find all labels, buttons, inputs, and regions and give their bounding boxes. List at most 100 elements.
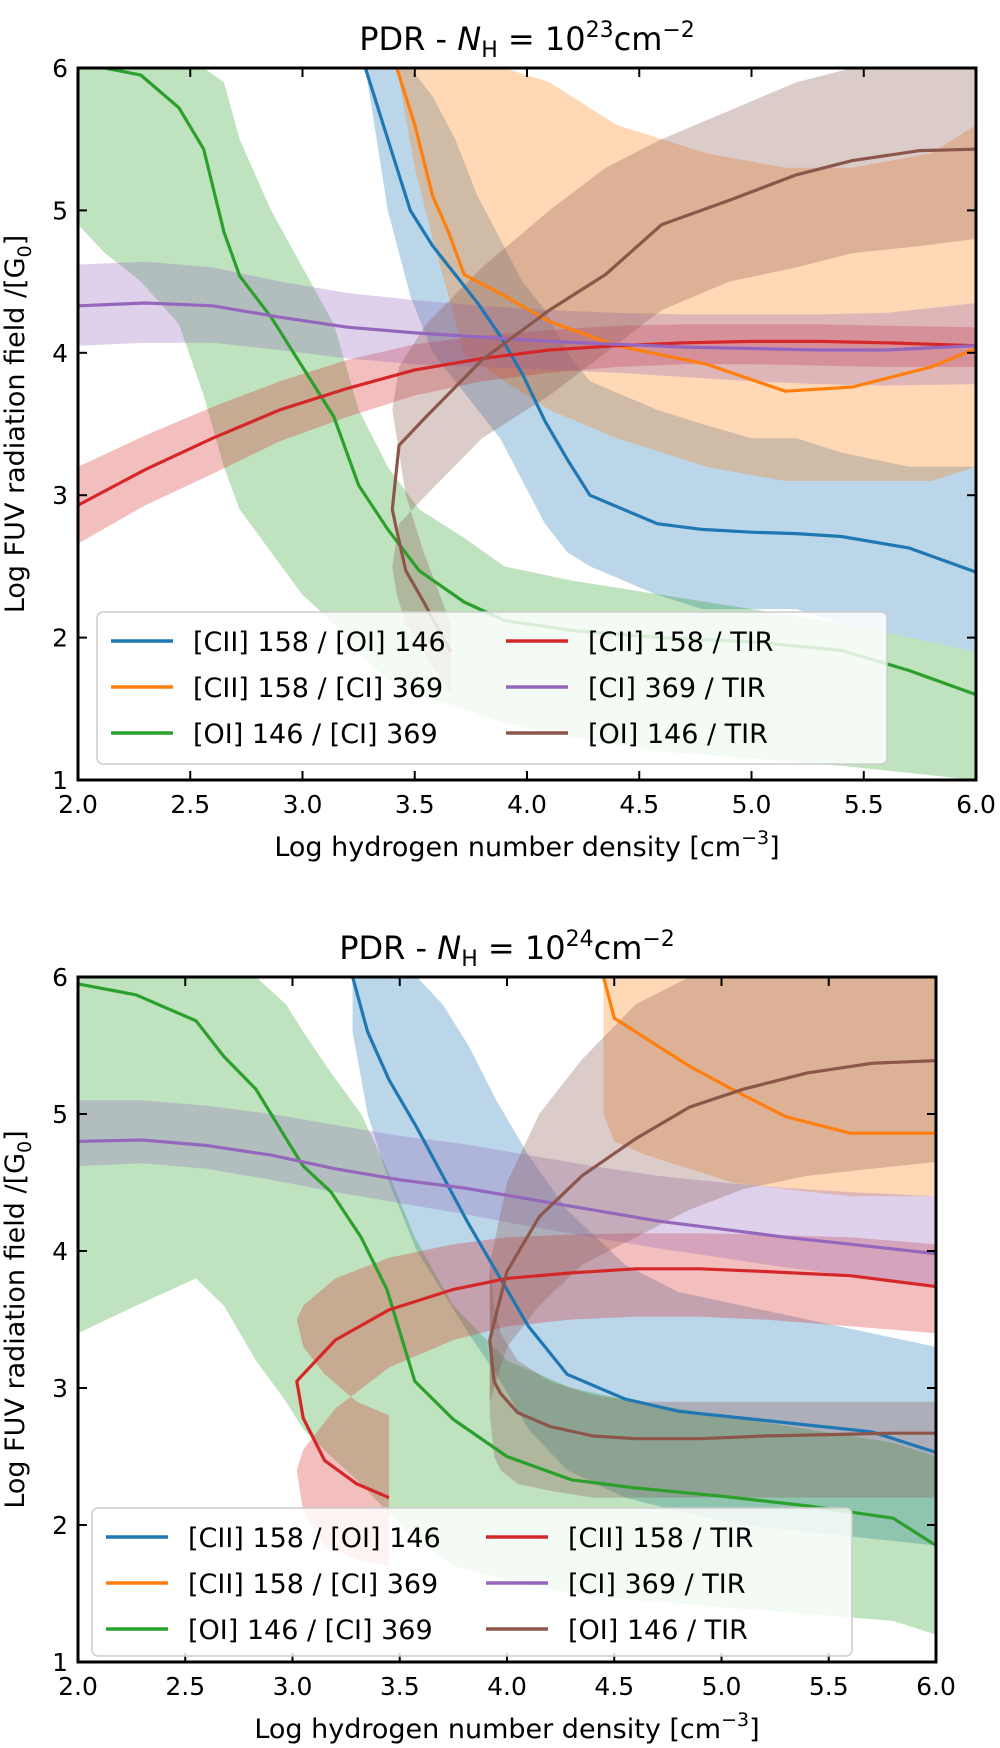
uncertainty-band: [489, 1264, 936, 1498]
y-axis-label-close: ]: [0, 1130, 31, 1141]
series-line: [488, 1059, 936, 1341]
title-exponent: 24: [566, 927, 594, 952]
title-quantity: N: [457, 20, 481, 58]
legend-label: [CII] 158 / [OI] 146: [193, 627, 446, 658]
legend-item: [CII] 158 / TIR: [506, 627, 773, 658]
uncertainty-band: [352, 977, 936, 1546]
legend-label: [CII] 158 / [CI] 369: [188, 1569, 438, 1600]
legend-item: [OI] 146 / TIR: [486, 1615, 748, 1646]
uncertainty-band: [78, 324, 976, 544]
x-tick-label: 2.0: [58, 1672, 98, 1701]
title-quantity-sub: H: [461, 947, 478, 972]
legend-item: [CII] 158 / [OI] 146: [111, 627, 446, 658]
y-axis-label: Log FUV radiation field /[G0]: [0, 1130, 36, 1508]
x-tick-label: 4.5: [594, 1672, 634, 1701]
x-tick-label: 6.0: [956, 790, 996, 819]
legend-item: [CII] 158 / [CI] 369: [111, 673, 443, 704]
uncertainty-band: [396, 68, 976, 481]
x-tick-label: 5.5: [809, 1672, 849, 1701]
title-prefix: PDR -: [339, 929, 437, 967]
legend-label: [OI] 146 / TIR: [568, 1615, 748, 1646]
x-tick-label: 4.5: [619, 790, 659, 819]
x-tick-label: 3.5: [380, 1672, 420, 1701]
y-axis-label-close: ]: [0, 235, 31, 246]
legend-label: [CI] 369 / TIR: [588, 673, 765, 704]
x-axis-label-close: ]: [769, 832, 780, 863]
title-quantity-sub: H: [481, 38, 498, 63]
legend-label: [CII] 158 / [OI] 146: [188, 1523, 441, 1554]
y-tick-label: 1: [52, 1648, 68, 1677]
y-tick-label: 2: [52, 1511, 68, 1540]
uncertainty-band: [603, 977, 936, 1197]
legend-item: [CI] 369 / TIR: [486, 1569, 745, 1600]
legend-item: [OI] 146 / [CI] 369: [106, 1615, 433, 1646]
y-axis-label: Log FUV radiation field /[G0]: [0, 235, 36, 613]
x-tick-label: 5.0: [732, 790, 772, 819]
x-axis-label: Log hydrogen number density [cm−3]: [274, 827, 779, 863]
legend-box: [91, 1507, 853, 1657]
series-line: [390, 147, 976, 653]
legend-item: [OI] 146 / TIR: [506, 719, 768, 750]
series-line: [363, 68, 976, 574]
chart-title: PDR - NH = 1024cm−2: [339, 927, 675, 972]
y-axis-label-sub: 0: [14, 245, 36, 257]
x-tick-label: 5.0: [702, 1672, 742, 1701]
legend-item: [CII] 158 / TIR: [486, 1523, 753, 1554]
x-axis-label: Log hydrogen number density [cm−3]: [254, 1709, 759, 1745]
x-tick-label: 3.0: [273, 1672, 313, 1701]
y-tick-label: 1: [52, 766, 68, 795]
series-line: [488, 1339, 936, 1441]
y-tick-label: 5: [52, 1100, 68, 1129]
legend: [CII] 158 / [OI] 146 [CII] 158 / [CI] 369…: [96, 611, 888, 765]
x-axis-label-close: ]: [749, 1714, 760, 1745]
legend-label: [CII] 158 / TIR: [588, 627, 773, 658]
y-axis-label-sub: 0: [14, 1141, 36, 1153]
uncertainty-band: [489, 977, 936, 1402]
x-axis-label-exponent: −3: [741, 827, 769, 849]
legend-item: [CI] 369 / TIR: [506, 673, 765, 704]
title-equals: = 10: [498, 20, 586, 58]
legend-label: [OI] 146 / TIR: [588, 719, 768, 750]
title-unit-exponent: −2: [662, 18, 694, 43]
y-tick-label: 2: [52, 624, 68, 653]
x-tick-label: 6.0: [916, 1672, 956, 1701]
x-tick-label: 2.5: [170, 790, 210, 819]
y-axis-label-text: Log FUV radiation field /[G: [0, 257, 31, 613]
series-line: [395, 68, 976, 393]
y-axis-label-text: Log FUV radiation field /[G: [0, 1153, 31, 1509]
title-quantity: N: [437, 929, 461, 967]
x-tick-label: 2.5: [165, 1672, 205, 1701]
y-tick-label: 3: [52, 1374, 68, 1403]
uncertainty-band: [392, 68, 976, 695]
chart-panel-2: 2.0 2.5 3.0 3.5 4.0 4.5 5.0 5.5 6.0 1 2 3 4 5 6 PDR - N…: [0, 927, 956, 1745]
title-unit: cm: [594, 929, 643, 967]
uncertainty-band: [78, 261, 976, 386]
legend-label: [CII] 158 / [CI] 369: [193, 673, 443, 704]
series-line: [601, 977, 936, 1135]
legend-item: [CII] 158 / [CI] 369: [106, 1569, 438, 1600]
series-line: [78, 1138, 936, 1256]
x-tick-label: 3.5: [395, 790, 435, 819]
series-line: [351, 977, 936, 1454]
y-tick-label: 4: [52, 1237, 68, 1266]
series-line: [78, 982, 936, 1547]
legend-item: [CII] 158 / [OI] 146: [106, 1523, 441, 1554]
y-tick-label: 6: [52, 54, 68, 83]
x-tick-label: 4.0: [487, 1672, 527, 1701]
y-tick-label: 5: [52, 196, 68, 225]
x-axis-label-exponent: −3: [721, 1709, 749, 1731]
title-unit-exponent: −2: [642, 927, 674, 952]
x-axis-label-text: Log hydrogen number density [cm: [274, 832, 741, 863]
y-tick-label: 3: [52, 481, 68, 510]
legend: [CII] 158 / [OI] 146 [CII] 158 / [CI] 369…: [91, 1507, 853, 1657]
title-exponent: 23: [586, 18, 614, 43]
legend-label: [CII] 158 / TIR: [568, 1523, 753, 1554]
legend-label: [OI] 146 / [CI] 369: [193, 719, 438, 750]
title-unit: cm: [614, 20, 663, 58]
uncertainty-band: [78, 977, 936, 1635]
x-tick-label: 4.0: [507, 790, 547, 819]
x-axis-label-text: Log hydrogen number density [cm: [254, 1714, 721, 1745]
y-tick-label: 6: [52, 963, 68, 992]
